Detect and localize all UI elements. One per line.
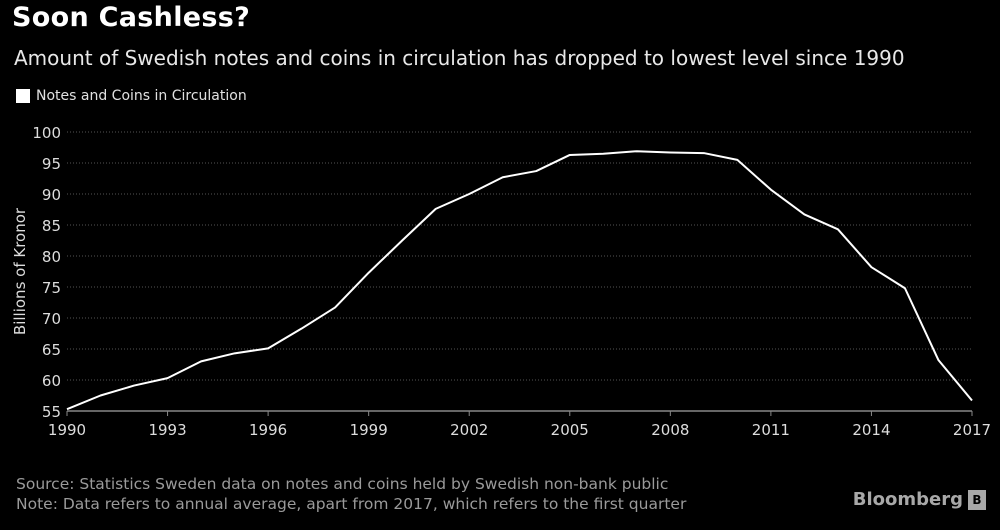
x-tick-label: 2005 xyxy=(551,421,589,439)
legend-label: Notes and Coins in Circulation xyxy=(36,88,247,104)
y-tick-label: 85 xyxy=(42,217,61,235)
y-tick-label: 80 xyxy=(42,248,61,266)
x-tick-label: 1990 xyxy=(48,421,86,439)
y-tick-label: 70 xyxy=(42,310,61,328)
x-tick-label: 1999 xyxy=(350,421,388,439)
x-tick-label: 2008 xyxy=(651,421,689,439)
y-tick-label: 55 xyxy=(42,403,61,421)
footnotes: Source: Statistics Sweden data on notes … xyxy=(16,474,686,514)
y-tick-label: 95 xyxy=(42,155,61,173)
chart-subtitle: Amount of Swedish notes and coins in cir… xyxy=(14,46,905,70)
y-tick-label: 75 xyxy=(42,279,61,297)
x-tick-label: 2011 xyxy=(752,421,790,439)
y-tick-label: 100 xyxy=(32,124,61,142)
x-tick-label: 2014 xyxy=(852,421,890,439)
x-tick-label: 2017 xyxy=(953,421,991,439)
source-text: Source: Statistics Sweden data on notes … xyxy=(16,475,669,493)
y-tick-label: 65 xyxy=(42,341,61,359)
note-text: Note: Data refers to annual average, apa… xyxy=(16,495,687,513)
bloomberg-mark-icon: B xyxy=(968,489,986,510)
y-tick-label: 90 xyxy=(42,186,61,204)
logo-text: Bloomberg xyxy=(852,489,963,510)
x-tick-label: 2002 xyxy=(450,421,488,439)
x-tick-label: 1993 xyxy=(148,421,186,439)
legend: Notes and Coins in Circulation xyxy=(16,88,247,104)
legend-swatch xyxy=(16,89,30,103)
y-axis-label: Billions of Kronor xyxy=(11,207,29,335)
x-tick-label: 1996 xyxy=(249,421,287,439)
chart-title: Soon Cashless? xyxy=(12,2,251,33)
y-tick-label: 60 xyxy=(42,372,61,390)
bloomberg-logo: Bloomberg B xyxy=(853,489,986,510)
line-chart: 55 60 65 70 75 80 85 90 95 100 1990 1993 1996 1999 200… xyxy=(11,124,991,439)
series-line xyxy=(66,150,973,411)
